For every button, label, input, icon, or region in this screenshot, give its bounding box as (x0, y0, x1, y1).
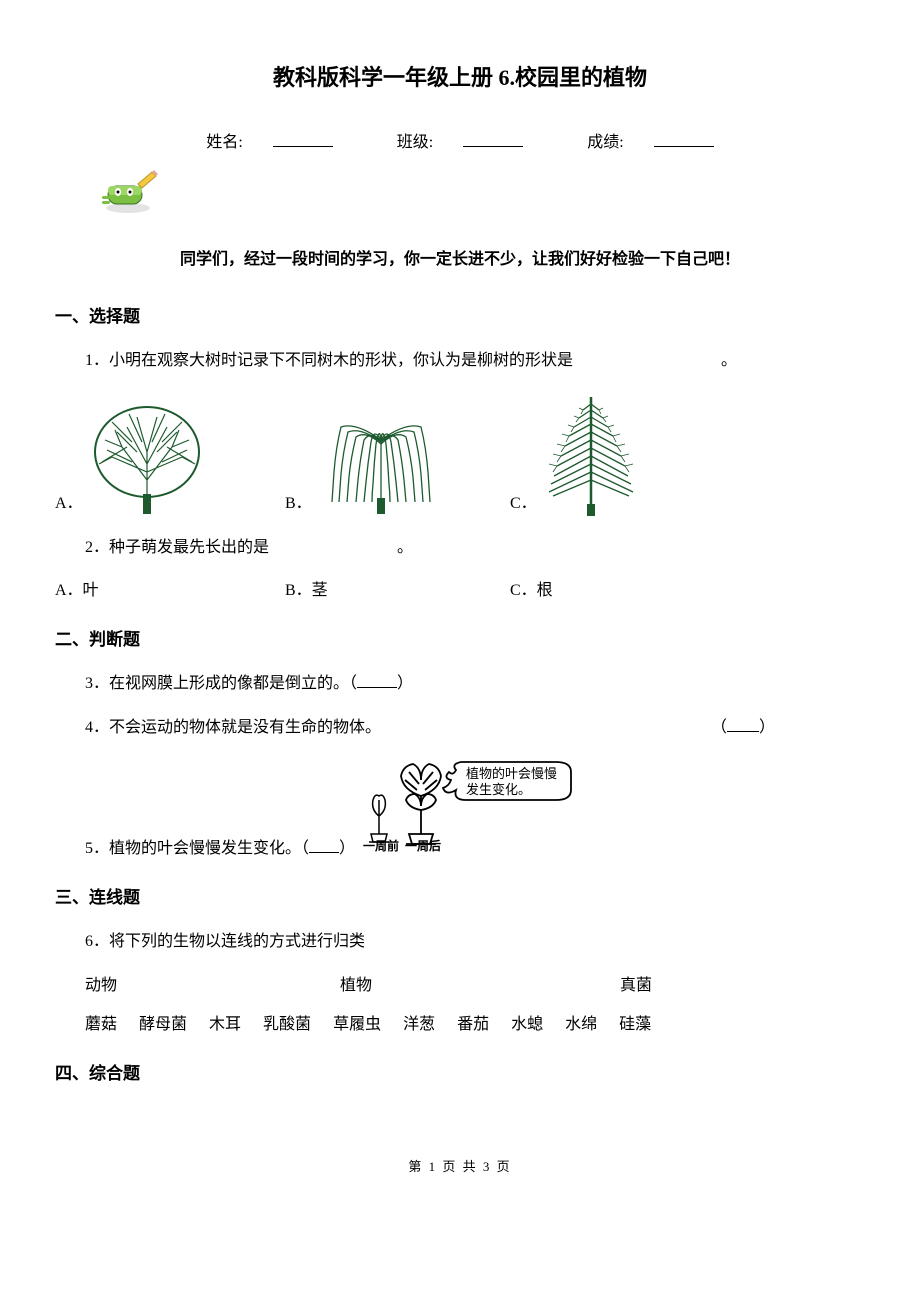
week-before-label: 一周前 (363, 838, 399, 853)
score-field: 成绩: (572, 134, 728, 151)
item-3: 乳酸菌 (263, 1016, 311, 1033)
cat-animal: 动物 (85, 973, 340, 999)
question-6: 6．将下列的生物以连线的方式进行归类 (85, 929, 865, 955)
name-label: 姓名: (206, 134, 242, 151)
week-after-label: 一周后 (405, 838, 441, 853)
item-1: 酵母菌 (139, 1016, 187, 1033)
name-field: 姓名: (191, 134, 347, 151)
question-4: 4．不会运动的物体就是没有生命的物体。 （） (85, 715, 865, 741)
item-0: 蘑菇 (85, 1016, 117, 1033)
question-5: 5．植物的叶会慢慢发生变化。（ ） (85, 758, 865, 862)
item-9: 硅藻 (619, 1016, 651, 1033)
section-2-heading: 二、判断题 (55, 626, 865, 653)
item-5: 洋葱 (403, 1016, 435, 1033)
score-blank (654, 146, 714, 147)
q6-items: 蘑菇 酵母菌 木耳 乳酸菌 草履虫 洋葱 番茄 水螅 水绵 硅藻 (85, 1012, 865, 1038)
q1-optB-label: B． (285, 491, 312, 517)
q1-optA-label: A． (55, 491, 83, 517)
tree-b-icon (316, 402, 446, 517)
cat-fungi: 真菌 (620, 973, 652, 999)
q2-optC: C．根 (510, 578, 553, 604)
q4-paren-close: ） (759, 719, 775, 736)
q1-end: 。 (721, 352, 737, 369)
class-blank (463, 146, 523, 147)
q6-categories: 动物 植物 真菌 (85, 973, 865, 999)
item-2: 木耳 (209, 1016, 241, 1033)
q2-text: 2．种子萌发最先长出的是 (85, 539, 269, 556)
q3-end: ） (397, 675, 413, 692)
page-title: 教科版科学一年级上册 6.校园里的植物 (55, 60, 865, 95)
intro-text: 同学们，经过一段时间的学习，你一定长进不少，让我们好好检验一下自己吧！ (55, 247, 865, 273)
q1-option-c: C． (510, 392, 641, 517)
item-6: 番茄 (457, 1016, 489, 1033)
q5-blank (309, 852, 339, 853)
q2-options: A．叶 B．茎 C．根 (55, 578, 865, 604)
name-blank (273, 146, 333, 147)
section-3-heading: 三、连线题 (55, 884, 865, 911)
q2-end: 。 (397, 539, 413, 556)
item-4: 草履虫 (333, 1016, 381, 1033)
page-footer: 第 1 页 共 3 页 (55, 1157, 865, 1178)
item-8: 水绵 (565, 1016, 597, 1033)
class-field: 班级: (382, 134, 538, 151)
q3-text: 3．在视网膜上形成的像都是倒立的。（ (85, 675, 357, 692)
q5-end: ） (339, 840, 355, 857)
bubble-line2: 发生变化。 (466, 782, 531, 797)
q1-optC-label: C． (510, 491, 537, 517)
info-row: 姓名: 班级: 成绩: (55, 130, 865, 156)
score-label: 成绩: (587, 134, 623, 151)
cat-plant: 植物 (340, 973, 620, 999)
q3-blank (357, 687, 397, 688)
section-4-heading: 四、综合题 (55, 1060, 865, 1087)
question-1: 1．小明在观察大树时记录下不同树木的形状，你认为是柳树的形状是 。 (85, 348, 865, 374)
q1-option-b: B． (285, 402, 510, 517)
tree-c-icon (541, 392, 641, 517)
q4-paren-open: （ (711, 719, 727, 736)
leaf-illustration: 植物的叶会慢慢 发生变化。 一周前 一周后 (361, 758, 591, 862)
q1-option-a: A． (55, 402, 285, 517)
q4-paren: （） (711, 715, 775, 741)
section-1-heading: 一、选择题 (55, 303, 865, 330)
q5-text-wrap: 5．植物的叶会慢慢发生变化。（ ） (85, 836, 355, 862)
q5-text: 5．植物的叶会慢慢发生变化。（ (85, 840, 309, 857)
q4-text: 4．不会运动的物体就是没有生命的物体。 (85, 715, 381, 741)
item-7: 水螅 (511, 1016, 543, 1033)
pencil-eraser-icon (100, 166, 865, 223)
class-label: 班级: (397, 134, 433, 151)
q2-optA: A．叶 (55, 578, 285, 604)
question-2: 2．种子萌发最先长出的是 。 (85, 535, 865, 561)
bubble-line1: 植物的叶会慢慢 (466, 766, 557, 781)
q1-options: A． B． (55, 392, 865, 517)
tree-a-icon (87, 402, 207, 517)
q2-optB: B．茎 (285, 578, 510, 604)
q1-text: 1．小明在观察大树时记录下不同树木的形状，你认为是柳树的形状是 (85, 352, 573, 369)
q4-blank (727, 731, 759, 732)
question-3: 3．在视网膜上形成的像都是倒立的。（ ） (85, 671, 865, 697)
